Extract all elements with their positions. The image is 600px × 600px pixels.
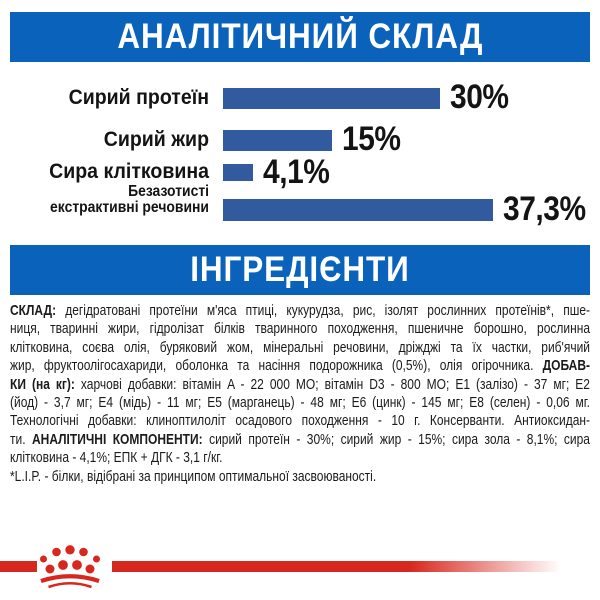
lip-footnote: *L.I.P. - білки, відібрані за принципом …: [10, 467, 377, 485]
text-line: Технологічні добавки: клиноптилоліт осад…: [10, 412, 590, 430]
text-line: клітковина, соєва олія, буряковий жом, м…: [10, 338, 590, 356]
bar-crude-fibre: [223, 164, 253, 181]
value-crude-fibre: 4,1%: [262, 153, 330, 191]
bar-nitrogen-free-extractives: [223, 199, 494, 221]
text-line: КИ (на кг): харчові добавки: вітамін A -…: [10, 375, 590, 393]
bar-label-crude-fibre: Сира клітковина: [49, 160, 209, 183]
bar-label-crude-fat: Сирий жир: [103, 128, 209, 151]
brand-stripe-right: [112, 561, 600, 572]
text-line: СКЛАД: дегідратовані протеїни м'яса птиц…: [10, 302, 590, 319]
ingredients-text: СКЛАД: дегідратовані протеїни м'яса птиц…: [10, 302, 590, 486]
bar-crude-fat: [223, 130, 332, 151]
bar-label-crude-protein: Сирий протеїн: [68, 86, 209, 109]
value-crude-fat: 15%: [341, 120, 401, 158]
bar-crude-protein: [223, 88, 441, 109]
analytical-composition-banner: АНАЛІТИЧНИЙ СКЛАД: [10, 12, 590, 62]
text-line: жир, фруктоолігосахариди, оболонка та на…: [10, 357, 590, 375]
crown-logo-icon: [40, 545, 100, 589]
ingredients-banner: ІНГРЕДІЄНТИ: [10, 245, 590, 295]
value-crude-protein: 30%: [450, 78, 509, 116]
brand-stripe-left: [0, 561, 37, 572]
text-line: (йод) - 3,7 мг; E4 (мідь) - 11 мг; E5 (м…: [10, 394, 590, 412]
value-nitrogen-free-extractives: 37,3%: [503, 190, 586, 228]
ingredients-title: ІНГРЕДІЄНТИ: [190, 250, 410, 289]
bar-label-nitrogen-free-extractives: Безазотисті екстрактивні речовини: [50, 183, 209, 216]
text-line: ти. АНАЛІТИЧНІ КОМПОНЕНТИ: сирий протеїн…: [10, 430, 590, 448]
text-line: ниця, тваринні жири, гідролізат білків т…: [10, 320, 590, 338]
text-line: клітковина - 4,1%; ЕПК + ДГК - 3,1 г/кг.: [10, 449, 223, 467]
analytical-composition-title: АНАЛІТИЧНИЙ СКЛАД: [116, 17, 484, 56]
